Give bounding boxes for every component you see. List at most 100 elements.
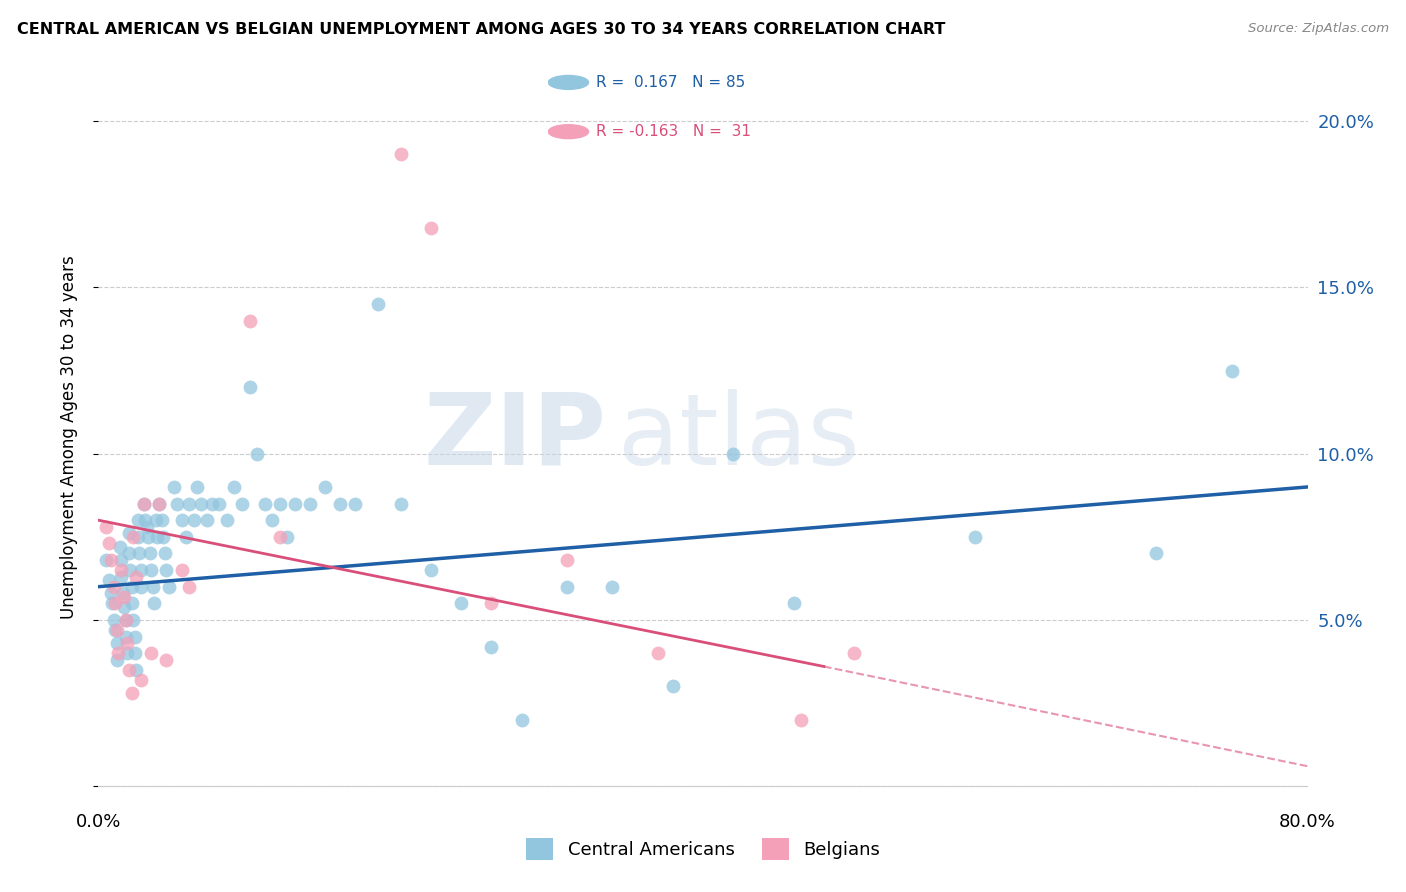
Point: [134, 513, 156, 527]
Point: [344, 497, 367, 511]
Point: [121, 580, 143, 594]
Point: [148, 497, 170, 511]
Point: [481, 640, 503, 654]
Point: [139, 546, 162, 560]
Point: [555, 553, 578, 567]
Point: [101, 596, 124, 610]
Point: [647, 646, 669, 660]
Point: [481, 596, 503, 610]
Circle shape: [548, 76, 589, 89]
Point: [115, 646, 138, 660]
Point: [510, 713, 533, 727]
Point: [141, 563, 163, 577]
Point: [127, 530, 149, 544]
Point: [146, 530, 169, 544]
Point: [1144, 546, 1167, 560]
Point: [224, 480, 246, 494]
Point: [179, 497, 201, 511]
Point: [231, 497, 253, 511]
Point: [136, 530, 159, 544]
Point: [125, 663, 148, 677]
Point: [121, 596, 143, 610]
Point: [141, 646, 163, 660]
Point: [246, 447, 269, 461]
Point: [110, 553, 132, 567]
Point: [269, 530, 291, 544]
Point: [153, 546, 176, 560]
Point: [94, 553, 117, 567]
Point: [122, 613, 145, 627]
Point: [174, 530, 197, 544]
Point: [155, 563, 177, 577]
Point: [145, 513, 167, 527]
Circle shape: [548, 125, 589, 138]
Point: [170, 563, 193, 577]
Point: [284, 497, 307, 511]
Point: [127, 513, 149, 527]
Point: [100, 586, 122, 600]
Point: [190, 497, 212, 511]
Point: [723, 447, 745, 461]
Text: R = -0.163   N =  31: R = -0.163 N = 31: [596, 124, 751, 139]
Point: [118, 663, 141, 677]
Point: [118, 526, 141, 541]
Point: [299, 497, 322, 511]
Point: [120, 563, 142, 577]
Point: [118, 546, 141, 560]
Point: [389, 497, 412, 511]
Point: [195, 513, 218, 527]
Text: atlas: atlas: [619, 389, 860, 485]
Point: [112, 599, 135, 614]
Point: [98, 573, 121, 587]
Point: [166, 497, 188, 511]
Point: [125, 570, 148, 584]
Text: R =  0.167   N = 85: R = 0.167 N = 85: [596, 75, 745, 90]
Point: [108, 540, 131, 554]
Point: [129, 563, 152, 577]
Point: [389, 147, 412, 161]
Point: [132, 497, 155, 511]
Point: [163, 480, 186, 494]
Point: [170, 513, 193, 527]
Point: [844, 646, 866, 660]
Point: [128, 546, 150, 560]
Point: [602, 580, 624, 594]
Point: [208, 497, 231, 511]
Point: [115, 636, 138, 650]
Point: [367, 297, 389, 311]
Point: [965, 530, 987, 544]
Y-axis label: Unemployment Among Ages 30 to 34 years: Unemployment Among Ages 30 to 34 years: [59, 255, 77, 619]
Point: [114, 630, 136, 644]
Point: [215, 513, 238, 527]
Point: [121, 686, 143, 700]
Point: [253, 497, 276, 511]
Point: [262, 513, 284, 527]
Point: [269, 497, 291, 511]
Point: [143, 596, 166, 610]
Point: [110, 563, 132, 577]
Point: [183, 513, 205, 527]
Point: [142, 580, 165, 594]
Point: [124, 646, 146, 660]
Point: [110, 570, 132, 584]
Point: [122, 530, 145, 544]
Point: [186, 480, 208, 494]
Text: Source: ZipAtlas.com: Source: ZipAtlas.com: [1249, 22, 1389, 36]
Point: [783, 596, 806, 610]
Point: [105, 653, 128, 667]
Point: [103, 580, 125, 594]
Point: [111, 586, 134, 600]
Point: [114, 613, 136, 627]
Point: [555, 580, 578, 594]
Point: [105, 623, 128, 637]
Point: [132, 497, 155, 511]
Point: [100, 553, 122, 567]
Point: [124, 630, 146, 644]
Point: [155, 653, 177, 667]
Point: [112, 590, 135, 604]
Point: [159, 580, 181, 594]
Point: [103, 613, 125, 627]
Text: CENTRAL AMERICAN VS BELGIAN UNEMPLOYMENT AMONG AGES 30 TO 34 YEARS CORRELATION C: CENTRAL AMERICAN VS BELGIAN UNEMPLOYMENT…: [17, 22, 945, 37]
Point: [107, 646, 129, 660]
Point: [314, 480, 336, 494]
